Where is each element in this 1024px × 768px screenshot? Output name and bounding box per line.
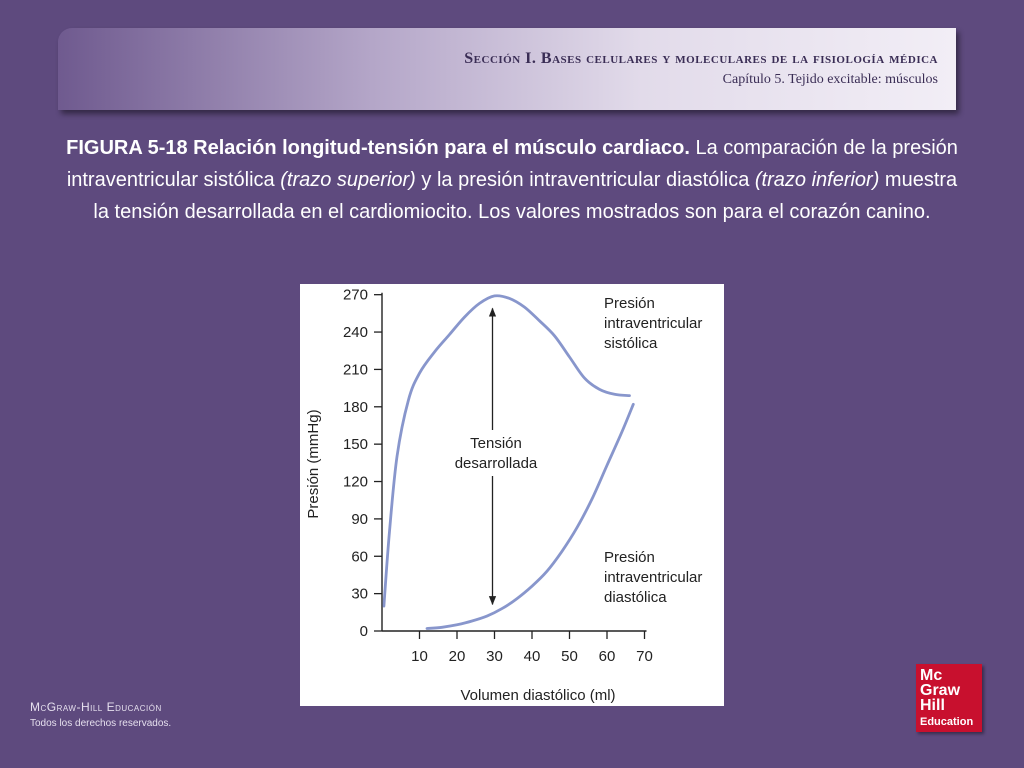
x-tick-label-70: 70 (636, 648, 653, 665)
y-tick-label-180: 180 (343, 399, 368, 416)
series-line-diastolic (425, 402, 635, 630)
logo-line-2: Graw (920, 682, 961, 699)
series-label-diastolic-3: diastólica (604, 589, 667, 606)
y-axis-label: Presión (mmHg) (305, 409, 322, 518)
x-tick-label-50: 50 (561, 648, 578, 665)
caption-text-1: La comparación de la presión intraventri… (66, 137, 958, 191)
y-tick-label-0: 0 (360, 623, 368, 640)
length-tension-chart: 0 30 60 90 120 150 180 210 240 270 10 20 30 40 50 60 70 V… (305, 287, 702, 704)
x-tick-label-60: 60 (599, 648, 616, 665)
logo-line-3: Hill (920, 697, 945, 714)
y-tick-label-30: 30 (351, 586, 368, 603)
y-tick-label-210: 210 (343, 361, 368, 378)
series-line-systolic (382, 294, 631, 608)
footer-rights: Todos los derechos reservados. (30, 718, 172, 729)
y-tick-label-120: 120 (343, 474, 368, 491)
caption-figure-title: FIGURA 5-18 Relación longitud-tensión pa… (66, 137, 690, 159)
chapter-title: Capítulo 5. Tejido excitable: músculos (722, 72, 938, 87)
y-tick-label-150: 150 (343, 436, 368, 453)
tension-label-2: desarrollada (455, 455, 538, 472)
y-tick-label-240: 240 (343, 324, 368, 341)
tension-label-1: Tensión (470, 435, 522, 452)
x-tick-label-40: 40 (524, 648, 541, 665)
caption-italic-1: (trazo superior) (280, 169, 416, 191)
series-label-systolic-2: intraventricular (604, 315, 702, 332)
y-tick-label-90: 90 (351, 511, 368, 528)
header-banner: Sección I. Bases celulares y moleculares… (58, 28, 956, 110)
series-label-systolic-3: sistólica (604, 335, 658, 352)
logo-line-4: Education (920, 716, 974, 728)
logo-line-1: Mc (920, 667, 943, 684)
x-tick-label-30: 30 (486, 648, 503, 665)
caption-text-2: y la presión intraventricular diastólica (415, 169, 755, 191)
x-tick-label-10: 10 (411, 648, 428, 665)
series-label-diastolic-2: intraventricular (604, 569, 702, 586)
x-tick-label-20: 20 (449, 648, 466, 665)
figure-caption: FIGURA 5-18 Relación longitud-tensión pa… (60, 132, 964, 228)
caption-italic-2: (trazo inferior) (754, 169, 880, 191)
footer-brand: McGraw-Hill Educación (30, 700, 162, 714)
caption-text-3: muestra la tensión desarrollada en el ca… (93, 169, 958, 223)
x-axis-label: Volumen diastólico (ml) (460, 687, 615, 704)
tension-label-backdrop (440, 430, 550, 476)
y-tick-label-270: 270 (343, 287, 368, 304)
series-label-diastolic-1: Presión (604, 549, 655, 566)
section-title: Sección I. Bases celulares y moleculares… (464, 50, 938, 67)
series-label-systolic-1: Presión (604, 295, 655, 312)
mcgraw-hill-logo: Mc Graw Hill Education (916, 664, 982, 732)
y-tick-label-60: 60 (351, 548, 368, 565)
chart-panel: 0 30 60 90 120 150 180 210 240 270 10 20 30 40 50 60 70 V… (300, 284, 724, 706)
